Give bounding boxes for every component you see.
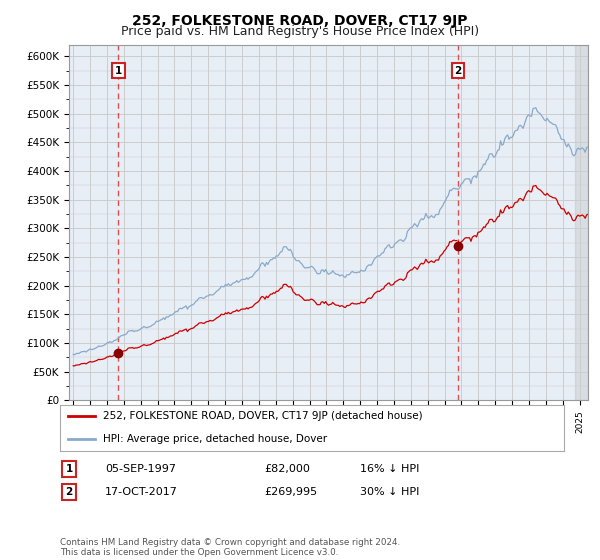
Bar (575, 45, 588, 400)
Text: 1: 1 (115, 66, 122, 76)
Text: Contains HM Land Registry data © Crown copyright and database right 2024.
This d: Contains HM Land Registry data © Crown c… (60, 538, 400, 557)
Text: 2: 2 (65, 487, 73, 497)
Text: 2: 2 (454, 66, 461, 76)
Text: 30% ↓ HPI: 30% ↓ HPI (360, 487, 419, 497)
Text: HPI: Average price, detached house, Dover: HPI: Average price, detached house, Dove… (103, 435, 327, 444)
Text: 1: 1 (65, 464, 73, 474)
Text: 252, FOLKESTONE ROAD, DOVER, CT17 9JP: 252, FOLKESTONE ROAD, DOVER, CT17 9JP (132, 14, 468, 28)
Text: £269,995: £269,995 (264, 487, 317, 497)
Text: 252, FOLKESTONE ROAD, DOVER, CT17 9JP (detached house): 252, FOLKESTONE ROAD, DOVER, CT17 9JP (d… (103, 412, 422, 421)
Text: 17-OCT-2017: 17-OCT-2017 (105, 487, 178, 497)
Text: Price paid vs. HM Land Registry's House Price Index (HPI): Price paid vs. HM Land Registry's House … (121, 25, 479, 38)
Text: 05-SEP-1997: 05-SEP-1997 (105, 464, 176, 474)
Text: 16% ↓ HPI: 16% ↓ HPI (360, 464, 419, 474)
Text: £82,000: £82,000 (264, 464, 310, 474)
